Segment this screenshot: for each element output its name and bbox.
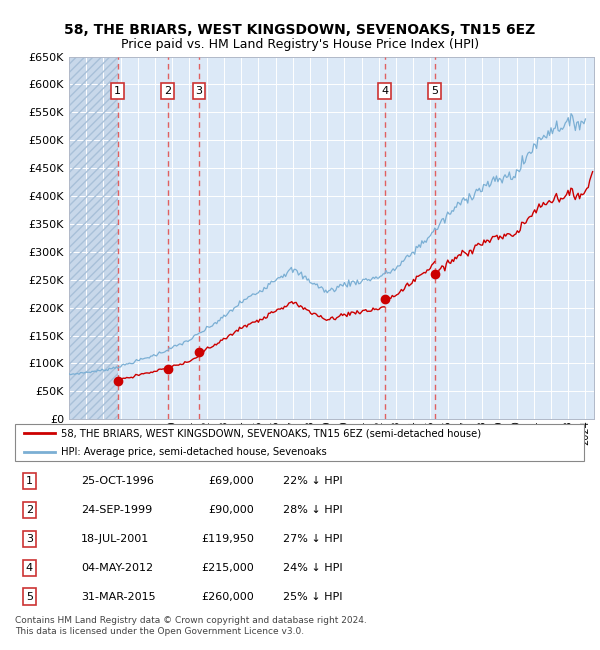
- Text: 4: 4: [26, 563, 33, 573]
- Text: 22% ↓ HPI: 22% ↓ HPI: [283, 476, 343, 486]
- Text: 24% ↓ HPI: 24% ↓ HPI: [283, 563, 343, 573]
- Text: 5: 5: [26, 592, 33, 601]
- Text: 1: 1: [114, 86, 121, 96]
- Text: 2: 2: [164, 86, 171, 96]
- Text: HPI: Average price, semi-detached house, Sevenoaks: HPI: Average price, semi-detached house,…: [61, 447, 327, 457]
- FancyBboxPatch shape: [15, 424, 584, 462]
- Bar: [69, 57, 118, 419]
- Text: £215,000: £215,000: [201, 563, 254, 573]
- Text: Price paid vs. HM Land Registry's House Price Index (HPI): Price paid vs. HM Land Registry's House …: [121, 38, 479, 51]
- Text: 4: 4: [381, 86, 388, 96]
- Text: 24-SEP-1999: 24-SEP-1999: [81, 505, 152, 515]
- Text: 04-MAY-2012: 04-MAY-2012: [81, 563, 153, 573]
- Text: 58, THE BRIARS, WEST KINGSDOWN, SEVENOAKS, TN15 6EZ: 58, THE BRIARS, WEST KINGSDOWN, SEVENOAK…: [64, 23, 536, 37]
- Text: 25% ↓ HPI: 25% ↓ HPI: [283, 592, 342, 601]
- Text: 31-MAR-2015: 31-MAR-2015: [81, 592, 156, 601]
- Text: 3: 3: [26, 534, 33, 544]
- Text: £119,950: £119,950: [201, 534, 254, 544]
- Text: 25-OCT-1996: 25-OCT-1996: [81, 476, 154, 486]
- Text: 58, THE BRIARS, WEST KINGSDOWN, SEVENOAKS, TN15 6EZ (semi-detached house): 58, THE BRIARS, WEST KINGSDOWN, SEVENOAK…: [61, 428, 481, 438]
- Text: 2: 2: [26, 505, 33, 515]
- Text: 1: 1: [26, 476, 33, 486]
- Text: 3: 3: [196, 86, 202, 96]
- Text: £90,000: £90,000: [208, 505, 254, 515]
- Bar: [69, 57, 118, 419]
- Text: 28% ↓ HPI: 28% ↓ HPI: [283, 505, 343, 515]
- Text: 27% ↓ HPI: 27% ↓ HPI: [283, 534, 343, 544]
- Text: Contains HM Land Registry data © Crown copyright and database right 2024.
This d: Contains HM Land Registry data © Crown c…: [15, 616, 367, 636]
- Text: 5: 5: [431, 86, 438, 96]
- Text: £69,000: £69,000: [208, 476, 254, 486]
- Text: £260,000: £260,000: [201, 592, 254, 601]
- Text: 18-JUL-2001: 18-JUL-2001: [81, 534, 149, 544]
